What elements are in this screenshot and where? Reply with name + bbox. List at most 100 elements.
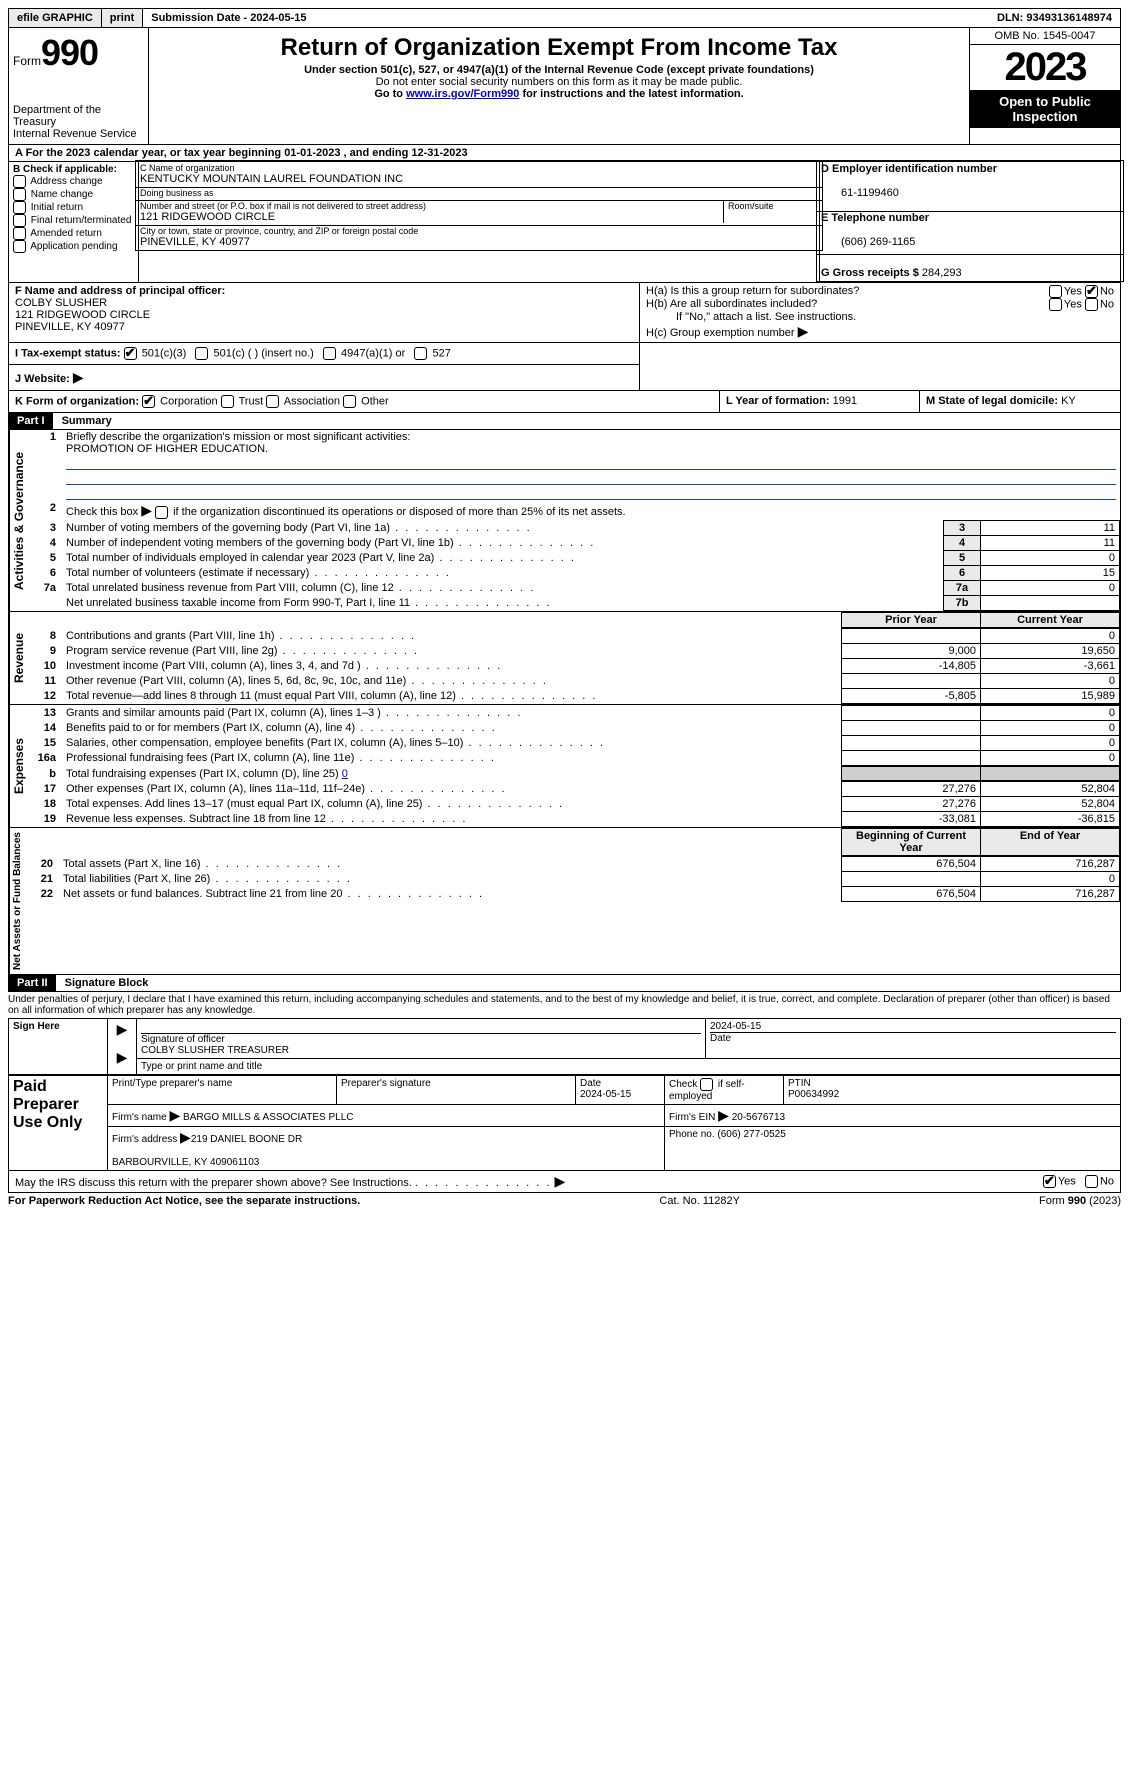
ha-label: H(a) Is this a group return for subordin… [646,285,859,298]
ein-label: D Employer identification number [821,163,997,175]
subtitle-1: Under section 501(c), 527, or 4947(a)(1)… [157,64,961,76]
application-pending-checkbox[interactable] [13,240,26,253]
part1-title: Summary [56,415,112,427]
address-change-checkbox[interactable] [13,175,26,188]
amended-return-checkbox[interactable] [13,227,26,240]
officer-label: F Name and address of principal officer: [15,285,225,297]
assoc-checkbox[interactable] [266,395,279,408]
officer-addr2: PINEVILLE, KY 40977 [15,321,125,333]
sign-here-label: Sign Here [9,1019,108,1075]
paperwork-notice: For Paperwork Reduction Act Notice, see … [8,1195,360,1207]
final-return-checkbox[interactable] [13,214,26,227]
501c-checkbox[interactable] [195,347,208,360]
hb-note: If "No," attach a list. See instructions… [646,311,1114,323]
org-name: KENTUCKY MOUNTAIN LAUREL FOUNDATION INC [140,173,818,185]
arrow-icon: ▶ [73,369,84,385]
501c3-checkbox[interactable] [124,347,137,360]
arrow-icon: ▶ [117,1049,128,1065]
goto-post: for instructions and the latest informat… [519,88,743,100]
l16b-label: Total fundraising expenses (Part IX, col… [66,768,342,780]
hb-yes-checkbox[interactable] [1049,298,1062,311]
line-l-label: L Year of formation: [726,395,830,407]
officer-name: COLBY SLUSHER [15,297,107,309]
527-checkbox[interactable] [414,347,427,360]
initial-return-checkbox[interactable] [13,201,26,214]
ha-yes-checkbox[interactable] [1049,285,1062,298]
prior-year-header: Prior Year [842,613,981,628]
discuss-yes-checkbox[interactable] [1043,1175,1056,1188]
line-l-value: 1991 [833,395,857,407]
submission-date: Submission Date - 2024-05-15 [143,9,989,27]
preparer-date: Date 2024-05-15 [576,1076,665,1105]
4947-checkbox[interactable] [323,347,336,360]
ein-value: 61-1199460 [821,187,899,199]
preparer-sig-label: Preparer's signature [337,1076,576,1105]
dba-label: Doing business as [140,188,818,198]
arrow-icon: ▶ [798,323,809,339]
room-label: Room/suite [728,201,818,211]
line-i-label: I Tax-exempt status: [15,347,121,359]
trust-checkbox[interactable] [221,395,234,408]
other-checkbox[interactable] [343,395,356,408]
discuss-question: May the IRS discuss this return with the… [15,1177,412,1189]
arrow-icon: ▶ [169,1107,180,1123]
print-button[interactable]: print [102,9,143,27]
officer-addr1: 121 RIDGEWOOD CIRCLE [15,309,150,321]
vert-expenses: Expenses [9,705,28,827]
form-header: Form990 Department of the Treasury Inter… [8,28,1121,145]
form-number: 990 [41,32,98,73]
part2-header: Part II [9,975,56,991]
city-value: PINEVILLE, KY 40977 [140,236,818,248]
vert-revenue: Revenue [9,612,28,704]
type-name-label: Type or print name and title [137,1059,1121,1075]
hb-label: H(b) Are all subordinates included? [646,298,817,311]
subtitle-2: Do not enter social security numbers on … [157,76,961,88]
sig-officer-label: Signature of officer [141,1034,225,1045]
begin-year-header: Beginning of Current Year [842,829,981,856]
preparer-name-label: Print/Type preparer's name [108,1076,337,1105]
hb-no-checkbox[interactable] [1085,298,1098,311]
omb-number: OMB No. 1545-0047 [970,28,1120,45]
discuss-no-checkbox[interactable] [1085,1175,1098,1188]
dln: DLN: 93493136148974 [989,9,1120,27]
vert-governance: Activities & Governance [9,430,28,611]
firm-name: BARGO MILLS & ASSOCIATES PLLC [183,1112,353,1123]
current-year-header: Current Year [981,613,1120,628]
street-value: 121 RIDGEWOOD CIRCLE [140,211,719,223]
line-k-label: K Form of organization: [15,395,139,407]
gross-receipts-value: 284,293 [922,267,962,279]
line-m-value: KY [1061,395,1076,407]
efile-button[interactable]: efile GRAPHIC [9,9,102,27]
department: Department of the Treasury Internal Reve… [13,104,144,140]
entity-info: B Check if applicable: Address change Na… [8,162,1121,283]
ha-no-checkbox[interactable] [1085,285,1098,298]
part2-title: Signature Block [59,977,149,989]
arrow-icon: ▶ [718,1107,729,1123]
org-name-label: C Name of organization [140,163,818,173]
l1-label: Briefly describe the organization's miss… [66,431,410,443]
perjury-text: Under penalties of perjury, I declare th… [8,992,1121,1018]
corp-checkbox[interactable] [142,395,155,408]
arrow-icon: ▶ [180,1129,191,1145]
signature-block: Sign Here ▶▶ Signature of officer COLBY … [8,1018,1121,1075]
gross-receipts-label: G Gross receipts $ [821,267,919,279]
date-label: Date [710,1033,731,1044]
section-b-label: B Check if applicable: [13,164,117,175]
l16b-value: 0 [342,768,348,780]
l1-text: PROMOTION OF HIGHER EDUCATION. [66,443,268,455]
line-m-label: M State of legal domicile: [926,395,1058,407]
ptin: PTIN P00634992 [784,1076,1121,1105]
form990-link[interactable]: www.irs.gov/Form990 [406,88,519,100]
top-bar: efile GRAPHIC print Submission Date - 20… [8,8,1121,28]
sign-date: 2024-05-15 [710,1021,761,1032]
end-year-header: End of Year [981,829,1120,856]
l2-checkbox[interactable] [155,506,168,519]
city-label: City or town, state or province, country… [140,226,818,236]
paid-preparer-block: Paid Preparer Use Only Print/Type prepar… [8,1075,1121,1171]
firm-phone: (606) 277-0525 [717,1129,785,1140]
name-change-checkbox[interactable] [13,188,26,201]
self-employed-checkbox[interactable] [700,1078,713,1091]
officer-signed: COLBY SLUSHER TREASURER [141,1045,289,1056]
vert-netassets: Net Assets or Fund Balances [9,828,25,974]
tax-year: 2023 [970,45,1120,90]
